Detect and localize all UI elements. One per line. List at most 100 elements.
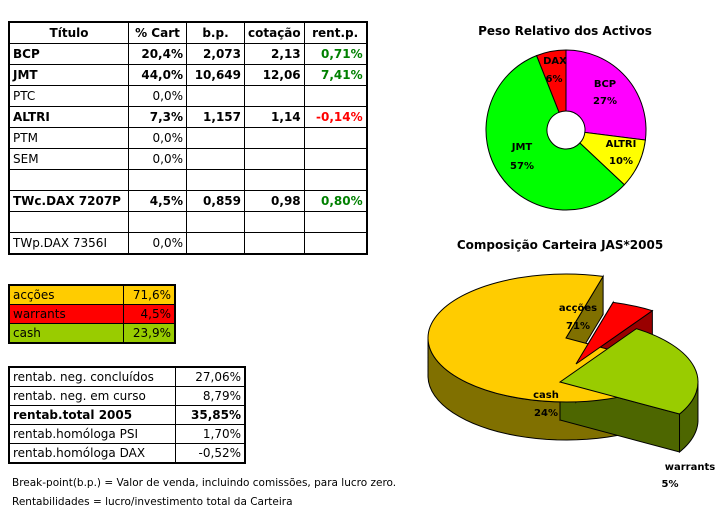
- table-row: TWp.DAX 7356I 0,0%: [8, 232, 368, 255]
- table-row: [8, 169, 368, 191]
- allocation-row: cash 23,9%: [8, 323, 176, 344]
- cell-rent: [303, 232, 368, 255]
- table-row: PTC 0,0%: [8, 85, 368, 107]
- returns-label: rentab.homóloga DAX: [8, 443, 176, 464]
- returns-label: rentab.homóloga PSI: [8, 424, 176, 444]
- cell-titulo: [8, 169, 129, 191]
- cell-titulo: ALTRI: [8, 106, 129, 128]
- cell-titulo: [8, 211, 129, 233]
- cell-cart: 7,3%: [128, 106, 187, 128]
- cell-cotacao: [244, 169, 305, 191]
- cell-cotacao: [244, 232, 305, 255]
- cell-rent: [303, 85, 368, 107]
- pie-value-bcp: 27%: [593, 96, 617, 107]
- cell-rent: [303, 211, 368, 233]
- rentabilidades-note: Rentabilidades = lucro/investimento tota…: [12, 496, 293, 508]
- col-header-cart: % Cart: [128, 21, 187, 44]
- cell-cotacao: [244, 127, 305, 149]
- pie-chart-composicao: acções 71% warrants 5% cash 24%: [427, 273, 715, 490]
- holdings-table: Título % Cart b.p. cotação rent.p. BCP 20…: [8, 21, 368, 255]
- col-header-rent: rent.p.: [303, 21, 368, 44]
- returns-label: rentab.total 2005: [8, 405, 176, 425]
- cell-bp: [186, 127, 245, 149]
- col-header-titulo: Título: [8, 21, 129, 44]
- cell-cotacao: 12,06: [244, 64, 305, 86]
- table-row: PTM 0,0%: [8, 127, 368, 149]
- returns-row: rentab.homóloga PSI 1,70%: [8, 424, 246, 444]
- returns-value: -0,52%: [175, 443, 246, 464]
- pie-chart-peso: DAX 6% BCP 27% ALTRI 10% JMT 57%: [485, 49, 647, 211]
- cell-cart: 20,4%: [128, 43, 187, 65]
- cell-bp: 1,157: [186, 106, 245, 128]
- pie-label-0: acções: [559, 303, 597, 314]
- allocation-row: warrants 4,5%: [8, 304, 176, 324]
- cell-cotacao: [244, 211, 305, 233]
- col-header-cotacao: cotação: [244, 21, 305, 44]
- cell-titulo: PTM: [8, 127, 129, 149]
- cell-titulo: JMT: [8, 64, 129, 86]
- pie-value-dax: 6%: [546, 74, 563, 85]
- cell-titulo: TWp.DAX 7356I: [8, 232, 129, 255]
- cell-bp: 0,859: [186, 190, 245, 212]
- allocation-row: acções 71,6%: [8, 284, 176, 305]
- pie-slice-top-2: [558, 328, 699, 415]
- cell-titulo: PTC: [8, 85, 129, 107]
- table-row: JMT 44,0% 10,649 12,06 7,41%: [8, 64, 368, 86]
- pie-slice-bcp: [565, 49, 647, 141]
- table-row: [8, 211, 368, 233]
- cell-bp: [186, 232, 245, 255]
- cell-cart: 0,0%: [128, 127, 187, 149]
- pie-value-jmt: 57%: [510, 161, 534, 172]
- cell-bp: [186, 148, 245, 170]
- returns-value: 27,06%: [175, 366, 246, 387]
- cell-rent: [303, 169, 368, 191]
- cell-cart: [128, 211, 187, 233]
- cell-cotacao: 0,98: [244, 190, 305, 212]
- cell-rent: [303, 127, 368, 149]
- cell-cotacao: 2,13: [244, 43, 305, 65]
- cell-cotacao: 1,14: [244, 106, 305, 128]
- pie-label-jmt: JMT: [511, 142, 533, 153]
- cell-cart: [128, 169, 187, 191]
- cell-cart: 0,0%: [128, 85, 187, 107]
- pie-label-altri: ALTRI: [606, 139, 637, 150]
- cell-rent: 7,41%: [303, 64, 368, 86]
- returns-label: rentab. neg. concluídos: [8, 366, 176, 387]
- pie-label-bcp: BCP: [594, 79, 616, 90]
- allocation-value: 23,9%: [123, 323, 176, 344]
- holdings-header-row: Título % Cart b.p. cotação rent.p.: [8, 21, 368, 44]
- returns-row: rentab. neg. concluídos 27,06%: [8, 366, 246, 387]
- returns-row: rentab.total 2005 35,85%: [8, 405, 246, 425]
- cell-bp: 2,073: [186, 43, 245, 65]
- cell-rent: [303, 148, 368, 170]
- col-header-bp: b.p.: [186, 21, 245, 44]
- cell-bp: [186, 85, 245, 107]
- returns-value: 1,70%: [175, 424, 246, 444]
- pie-label-1: warrants: [665, 462, 715, 473]
- cell-titulo: BCP: [8, 43, 129, 65]
- pie-value-altri: 10%: [609, 156, 633, 167]
- cell-cart: 0,0%: [128, 148, 187, 170]
- table-row: TWc.DAX 7207P 4,5% 0,859 0,98 0,80%: [8, 190, 368, 212]
- cell-titulo: SEM: [8, 148, 129, 170]
- cell-bp: [186, 211, 245, 233]
- pie-value-2: 24%: [534, 408, 558, 419]
- cell-rent: 0,80%: [303, 190, 368, 212]
- table-row: SEM 0,0%: [8, 148, 368, 170]
- cell-cart: 44,0%: [128, 64, 187, 86]
- allocation-table: acções 71,6% warrants 4,5% cash 23,9%: [8, 284, 176, 344]
- pie-slice-top-1: [575, 301, 654, 365]
- table-row: BCP 20,4% 2,073 2,13 0,71%: [8, 43, 368, 65]
- cell-titulo: TWc.DAX 7207P: [8, 190, 129, 212]
- cell-rent: -0,14%: [303, 106, 368, 128]
- table-row: ALTRI 7,3% 1,157 1,14 -0,14%: [8, 106, 368, 128]
- returns-row: rentab.homóloga DAX -0,52%: [8, 443, 246, 464]
- returns-table: rentab. neg. concluídos 27,06% rentab. neg…: [8, 366, 246, 464]
- cell-cotacao: [244, 148, 305, 170]
- allocation-label: warrants: [8, 304, 124, 324]
- allocation-label: cash: [8, 323, 124, 344]
- pie-value-0: 71%: [566, 321, 590, 332]
- returns-row: rentab. neg. em curso 8,79%: [8, 386, 246, 406]
- cell-bp: 10,649: [186, 64, 245, 86]
- returns-value: 8,79%: [175, 386, 246, 406]
